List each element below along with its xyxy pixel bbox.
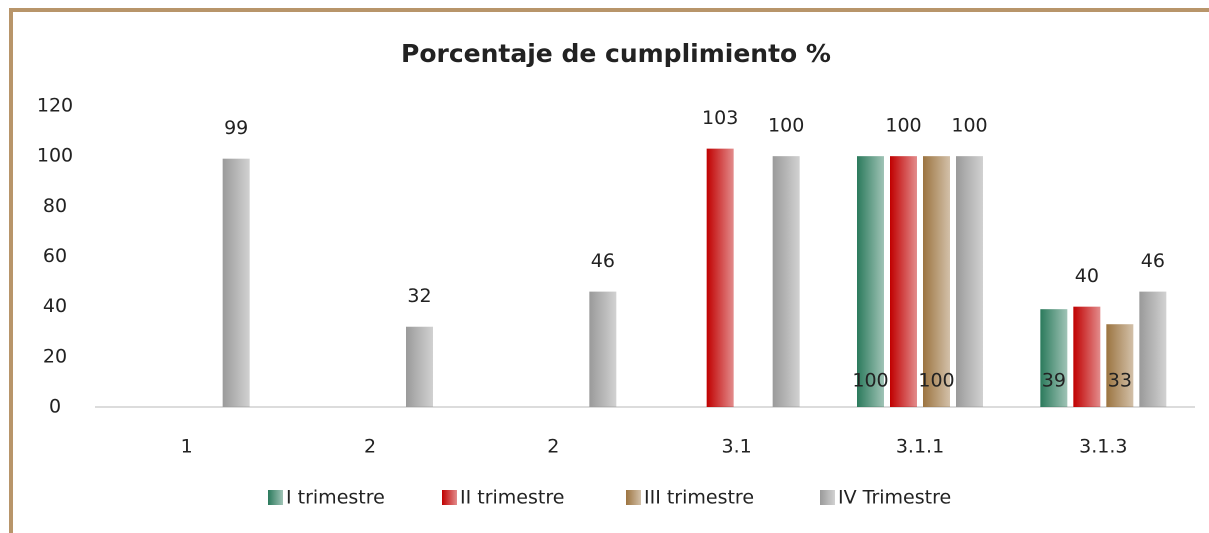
data-label: 100 bbox=[852, 370, 888, 392]
data-label: 46 bbox=[591, 250, 615, 272]
legend-swatch bbox=[820, 490, 835, 505]
data-label: 100 bbox=[885, 115, 921, 137]
x-tick-label: 2 bbox=[364, 436, 376, 458]
y-tick-label: 60 bbox=[43, 245, 67, 267]
data-label: 39 bbox=[1042, 370, 1066, 392]
data-label: 100 bbox=[918, 370, 954, 392]
bar bbox=[222, 158, 250, 407]
legend-label: I trimestre bbox=[286, 487, 385, 509]
legend-label: IV Trimestre bbox=[838, 487, 951, 509]
legend-swatch bbox=[442, 490, 457, 505]
data-label: 99 bbox=[224, 117, 248, 139]
y-tick-label: 80 bbox=[43, 195, 67, 217]
bar bbox=[1073, 306, 1101, 407]
bar bbox=[772, 156, 800, 407]
data-label: 40 bbox=[1075, 265, 1099, 287]
x-tick-label: 3.1.3 bbox=[1079, 436, 1127, 458]
bar bbox=[406, 326, 433, 407]
x-tick-label: 1 bbox=[181, 436, 193, 458]
legend-swatch bbox=[268, 490, 283, 505]
x-tick-label: 3.1.1 bbox=[896, 436, 944, 458]
y-tick-label: 120 bbox=[37, 95, 73, 117]
data-label: 100 bbox=[768, 115, 804, 137]
bar bbox=[890, 156, 917, 407]
bar bbox=[1139, 291, 1167, 407]
bar bbox=[1106, 324, 1134, 407]
y-tick-label: 20 bbox=[43, 345, 67, 367]
data-label: 46 bbox=[1141, 250, 1165, 272]
data-label: 33 bbox=[1108, 370, 1132, 392]
data-label: 32 bbox=[407, 285, 431, 307]
x-tick-label: 2 bbox=[547, 436, 559, 458]
x-tick-label: 3.1 bbox=[722, 436, 752, 458]
bar bbox=[589, 291, 617, 407]
y-tick-label: 40 bbox=[43, 295, 67, 317]
data-label: 103 bbox=[702, 107, 738, 129]
bar bbox=[857, 156, 884, 407]
y-tick-label: 0 bbox=[49, 396, 61, 418]
legend-label: III trimestre bbox=[644, 487, 754, 509]
data-label: 100 bbox=[951, 115, 987, 137]
frame bbox=[9, 8, 1209, 533]
chart-title: Porcentaje de cumplimiento % bbox=[401, 39, 831, 68]
bar bbox=[923, 156, 950, 407]
legend-swatch bbox=[626, 490, 641, 505]
y-tick-label: 100 bbox=[37, 145, 73, 167]
bar bbox=[706, 148, 734, 407]
bar bbox=[956, 156, 983, 407]
bar bbox=[1040, 309, 1068, 407]
legend-label: II trimestre bbox=[460, 487, 564, 509]
